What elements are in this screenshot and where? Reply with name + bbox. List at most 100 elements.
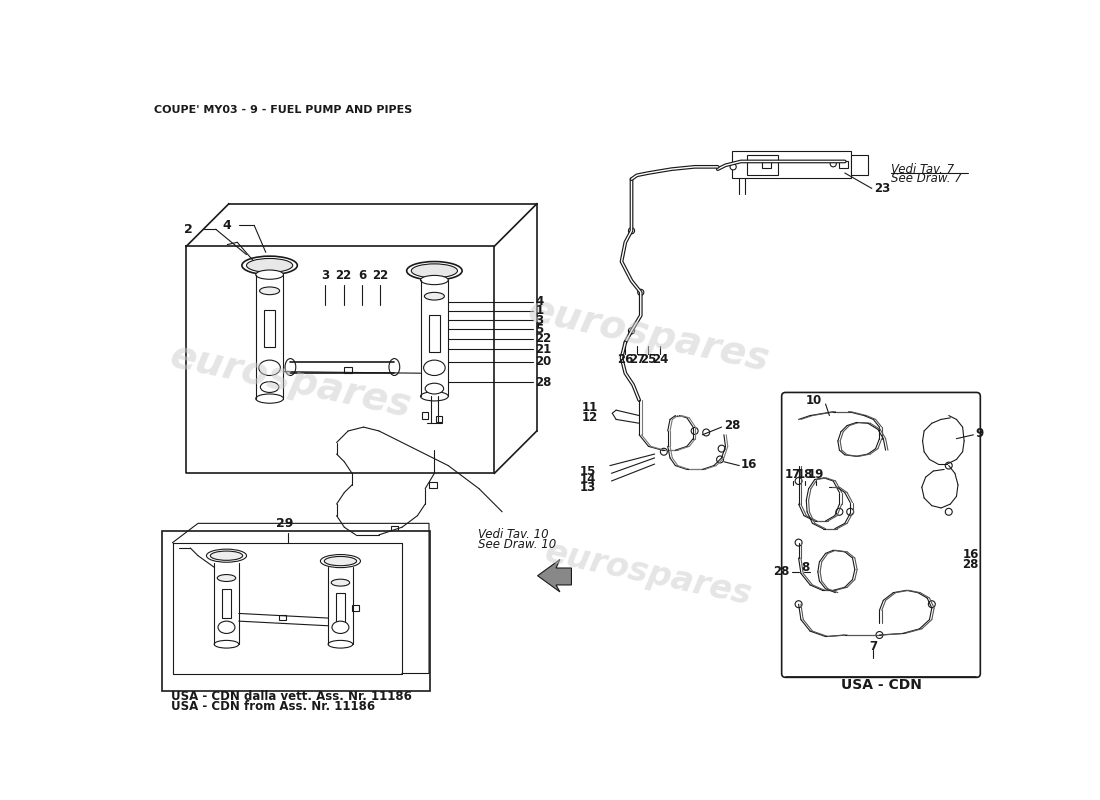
Text: 16: 16: [741, 458, 757, 470]
Text: 7: 7: [869, 640, 878, 653]
Text: Vedi Tav. 7: Vedi Tav. 7: [891, 162, 954, 176]
Text: eurospares: eurospares: [542, 535, 755, 611]
FancyBboxPatch shape: [782, 393, 980, 678]
Bar: [222, 589, 231, 618]
Text: 28: 28: [724, 419, 740, 432]
Ellipse shape: [207, 549, 246, 562]
Text: See Draw. 7: See Draw. 7: [891, 172, 961, 185]
Ellipse shape: [660, 448, 668, 455]
Ellipse shape: [260, 287, 279, 294]
Text: eurospares: eurospares: [525, 290, 772, 379]
Text: 19: 19: [808, 468, 825, 482]
Bar: [390, 526, 398, 532]
Ellipse shape: [628, 228, 635, 234]
Text: USA - CDN from Ass. Nr. 11186: USA - CDN from Ass. Nr. 11186: [172, 700, 375, 713]
Ellipse shape: [407, 262, 462, 280]
Bar: [429, 482, 437, 488]
Text: 2: 2: [184, 222, 192, 236]
Text: 26: 26: [617, 353, 634, 366]
Ellipse shape: [411, 264, 458, 278]
Bar: [429, 315, 440, 353]
Ellipse shape: [214, 640, 239, 648]
Text: See Draw. 10: See Draw. 10: [477, 538, 556, 550]
Ellipse shape: [830, 161, 836, 167]
Ellipse shape: [928, 601, 935, 608]
Text: USA - CDN dalla vett. Ass. Nr. 11186: USA - CDN dalla vett. Ass. Nr. 11186: [172, 690, 411, 703]
Ellipse shape: [628, 328, 635, 334]
Text: 13: 13: [580, 481, 596, 494]
Bar: [422, 413, 428, 418]
Text: 8: 8: [801, 561, 810, 574]
Text: 28: 28: [962, 558, 979, 570]
Ellipse shape: [420, 275, 449, 285]
Text: 4: 4: [536, 295, 543, 308]
Text: 28: 28: [536, 376, 551, 389]
Ellipse shape: [718, 445, 725, 452]
Ellipse shape: [424, 360, 446, 375]
Text: 27: 27: [629, 353, 645, 366]
Ellipse shape: [324, 557, 356, 566]
Bar: [279, 614, 286, 620]
Text: 4: 4: [222, 219, 231, 232]
Ellipse shape: [836, 508, 843, 515]
Text: 22: 22: [373, 270, 388, 282]
Text: 6: 6: [358, 270, 366, 282]
Ellipse shape: [795, 478, 802, 485]
Text: 24: 24: [652, 353, 668, 366]
Ellipse shape: [795, 539, 802, 546]
Ellipse shape: [255, 394, 284, 403]
Text: 9: 9: [976, 426, 984, 440]
Ellipse shape: [258, 360, 280, 375]
Bar: [761, 161, 771, 168]
Text: 16: 16: [962, 548, 979, 561]
Ellipse shape: [242, 256, 297, 274]
Text: 22: 22: [336, 270, 352, 282]
Text: 25: 25: [640, 353, 657, 366]
Ellipse shape: [420, 392, 449, 401]
Ellipse shape: [876, 631, 883, 638]
Text: 22: 22: [536, 332, 551, 345]
Text: 3: 3: [321, 270, 329, 282]
Text: 15: 15: [580, 466, 596, 478]
Bar: [162, 531, 430, 691]
Ellipse shape: [210, 551, 243, 560]
Text: 11: 11: [582, 402, 598, 414]
Polygon shape: [538, 559, 572, 592]
Text: 1: 1: [536, 304, 543, 318]
Text: 29: 29: [276, 517, 294, 530]
Ellipse shape: [255, 270, 284, 279]
Ellipse shape: [638, 290, 644, 295]
Bar: [747, 155, 778, 174]
Ellipse shape: [218, 574, 235, 582]
Ellipse shape: [389, 358, 399, 375]
Ellipse shape: [945, 462, 953, 469]
Bar: [264, 310, 275, 347]
Bar: [851, 155, 868, 174]
Text: 3: 3: [536, 314, 543, 326]
Ellipse shape: [716, 456, 724, 463]
Ellipse shape: [847, 508, 854, 515]
Bar: [352, 606, 360, 610]
Bar: [732, 151, 851, 178]
Ellipse shape: [730, 164, 736, 170]
Ellipse shape: [425, 292, 444, 300]
Ellipse shape: [320, 554, 361, 568]
Ellipse shape: [328, 640, 353, 648]
Ellipse shape: [691, 427, 698, 434]
Ellipse shape: [285, 358, 296, 375]
Text: Vedi Tav. 10: Vedi Tav. 10: [477, 529, 548, 542]
Ellipse shape: [945, 508, 953, 515]
Text: 14: 14: [580, 473, 596, 486]
Text: COUPE' MY03 - 9 - FUEL PUMP AND PIPES: COUPE' MY03 - 9 - FUEL PUMP AND PIPES: [154, 105, 412, 115]
Bar: [336, 593, 345, 622]
Text: 5: 5: [536, 323, 543, 336]
Ellipse shape: [218, 621, 235, 634]
Bar: [436, 416, 442, 422]
Text: 21: 21: [536, 343, 551, 356]
Ellipse shape: [332, 621, 349, 634]
Text: 17: 17: [785, 468, 801, 482]
Ellipse shape: [261, 382, 279, 393]
Bar: [344, 367, 352, 373]
Text: 20: 20: [536, 355, 551, 368]
Text: 18: 18: [796, 468, 813, 482]
